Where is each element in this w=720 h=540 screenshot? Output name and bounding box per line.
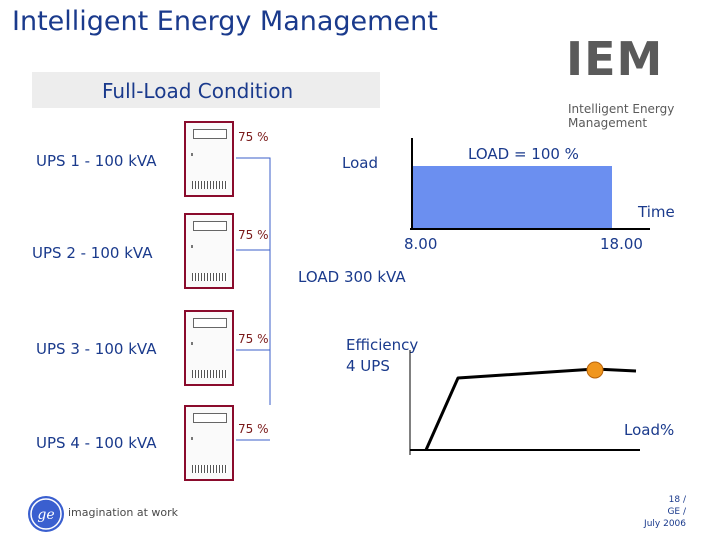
ge-tagline: imagination at work: [68, 506, 178, 519]
connector-trunk: [236, 157, 271, 405]
banner-title: Full-Load Condition: [102, 79, 294, 103]
efficiency-chart: [409, 350, 640, 455]
iem-logo-subtitle-line2: Management: [568, 116, 648, 130]
start-time-label: 8.00: [404, 235, 438, 253]
load-area: [412, 166, 612, 228]
svg-text:ge: ge: [37, 507, 54, 523]
ge-monogram-icon: ge: [30, 498, 62, 530]
load-percent-axis-label: Load%: [624, 421, 675, 439]
ups-1-label: UPS 1 - 100 kVA: [36, 152, 157, 170]
ups-cabinet-2: [184, 213, 234, 289]
ups-cabinet-1: [184, 121, 234, 197]
ge-logo: ge: [28, 496, 64, 532]
ups-1-load-pct: 75 %: [238, 130, 269, 144]
footer-page: 18 /: [668, 495, 686, 505]
total-load-label: LOAD 300 kVA: [298, 268, 406, 286]
end-time-label: 18.00: [600, 235, 643, 253]
ups-3-load-pct: 75 %: [238, 332, 269, 346]
iem-logo-subtitle: Intelligent Energy Management: [568, 102, 674, 130]
ups-2-label: UPS 2 - 100 kVA: [32, 244, 153, 262]
iem-logo-subtitle-line1: Intelligent Energy: [568, 102, 675, 116]
footer: 18 / GE / July 2006: [644, 494, 686, 530]
ups-3-label: UPS 3 - 100 kVA: [36, 340, 157, 358]
ups-connectors: [236, 157, 271, 441]
footer-company: GE /: [667, 507, 686, 517]
load-axis-label: Load: [342, 154, 378, 172]
banner-background: [32, 72, 380, 108]
iem-logo: IEM: [566, 32, 664, 86]
ups-cabinet-3: [184, 310, 234, 386]
footer-date: July 2006: [644, 519, 686, 529]
efficiency-label-line2: 4 UPS: [346, 357, 390, 375]
load-chart: [410, 138, 650, 230]
operating-point-marker: [586, 361, 604, 379]
ups-2-load-pct: 75 %: [238, 228, 269, 242]
efficiency-curve: [424, 367, 637, 451]
time-axis-label: Time: [638, 203, 675, 221]
ups-4-label: UPS 4 - 100 kVA: [36, 434, 157, 452]
slide-title: Intelligent Energy Management: [12, 6, 438, 37]
load-value-label: LOAD = 100 %: [468, 145, 579, 163]
ups-4-load-pct: 75 %: [238, 422, 269, 436]
ups-cabinet-4: [184, 405, 234, 481]
efficiency-label-line1: Efficiency: [346, 336, 419, 354]
